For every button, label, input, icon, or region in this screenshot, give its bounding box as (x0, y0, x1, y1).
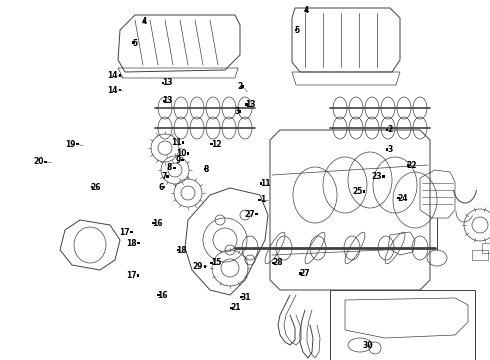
Bar (166, 175, 169, 177)
Bar (162, 82, 165, 84)
Text: 22: 22 (407, 161, 417, 170)
Bar (245, 103, 248, 105)
Text: 19: 19 (66, 140, 76, 149)
Bar (382, 175, 385, 177)
Text: 3: 3 (387, 145, 392, 154)
Bar (163, 186, 166, 188)
Text: 4: 4 (304, 6, 309, 15)
Bar (294, 29, 297, 31)
Bar (330, 290, 475, 360)
Bar (137, 242, 140, 244)
Bar (239, 111, 242, 113)
Bar (176, 249, 179, 251)
Text: 24: 24 (397, 194, 407, 203)
Text: 29: 29 (193, 262, 203, 271)
Text: 17: 17 (126, 271, 137, 280)
Bar (119, 75, 122, 77)
Text: 2: 2 (387, 125, 392, 134)
Bar (152, 222, 155, 224)
Text: 8: 8 (166, 163, 172, 172)
Bar (173, 167, 176, 169)
Bar (397, 197, 400, 199)
Bar (299, 273, 302, 275)
Text: 11: 11 (260, 179, 270, 188)
Text: 5: 5 (132, 39, 137, 48)
Bar (143, 21, 146, 23)
Bar (91, 186, 94, 188)
Bar (386, 148, 389, 150)
Bar (76, 143, 79, 145)
Text: 12: 12 (211, 140, 221, 149)
Text: 11: 11 (171, 138, 181, 147)
Bar (240, 296, 243, 298)
Bar (230, 307, 233, 309)
Text: 3: 3 (235, 107, 240, 116)
Text: 17: 17 (119, 228, 130, 237)
Text: 13: 13 (162, 78, 172, 87)
Bar (137, 274, 140, 276)
Bar (203, 265, 206, 267)
Text: 28: 28 (272, 258, 283, 267)
Bar (407, 165, 410, 167)
Bar (210, 262, 213, 264)
Bar (255, 213, 258, 215)
Bar (130, 231, 133, 233)
Text: 20: 20 (34, 158, 44, 166)
Text: 18: 18 (176, 246, 187, 255)
Text: 23: 23 (372, 172, 382, 181)
Bar (363, 190, 366, 193)
Bar (132, 41, 135, 44)
Text: 27: 27 (244, 210, 255, 219)
Text: 9: 9 (176, 156, 181, 165)
Text: 15: 15 (211, 258, 221, 267)
Bar (187, 152, 190, 154)
Bar (305, 9, 308, 11)
Bar (241, 85, 244, 87)
Text: 1: 1 (260, 195, 265, 204)
Text: 8: 8 (203, 165, 209, 174)
Text: 25: 25 (352, 187, 363, 196)
Bar (181, 159, 184, 161)
Text: 31: 31 (240, 292, 250, 302)
Bar (272, 262, 275, 264)
Text: 7: 7 (161, 172, 167, 181)
Text: 13: 13 (245, 100, 255, 109)
Text: 14: 14 (107, 71, 118, 80)
Text: 30: 30 (362, 341, 373, 350)
Text: 5: 5 (294, 26, 299, 35)
Text: 4: 4 (142, 17, 147, 26)
Bar (203, 168, 206, 170)
Text: 13: 13 (162, 96, 172, 105)
Bar (44, 161, 47, 163)
Text: 6: 6 (159, 183, 164, 192)
Bar (163, 100, 166, 102)
Text: 14: 14 (107, 86, 118, 95)
Bar (157, 294, 160, 296)
Text: 16: 16 (152, 219, 162, 228)
Bar (386, 129, 389, 131)
Text: 21: 21 (230, 303, 241, 312)
Text: 10: 10 (176, 149, 186, 158)
Bar (181, 141, 184, 144)
Bar (260, 183, 263, 185)
Bar (258, 199, 261, 201)
Text: 16: 16 (157, 291, 167, 300)
Bar (210, 143, 213, 145)
Text: 27: 27 (299, 269, 310, 278)
Text: 2: 2 (237, 82, 243, 91)
Text: 26: 26 (91, 183, 101, 192)
Bar (119, 89, 122, 91)
Text: 18: 18 (126, 239, 137, 248)
